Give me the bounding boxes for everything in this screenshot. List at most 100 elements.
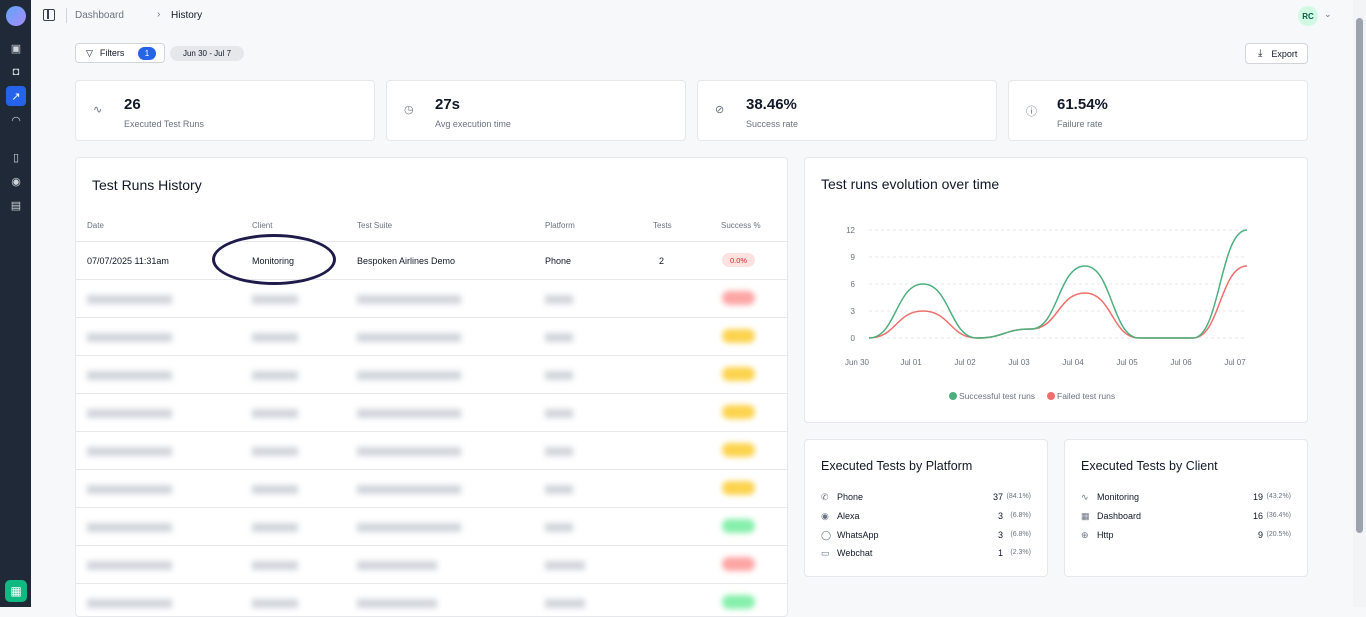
item-pct: (36.4%) <box>1266 512 1291 519</box>
blurred-cell <box>87 333 172 342</box>
blurred-cell <box>357 371 461 380</box>
download-icon: ⤓ <box>1258 48 1263 59</box>
blurred-cell <box>252 447 298 456</box>
breadcrumb-current: History <box>171 10 203 21</box>
blurred-cell <box>357 599 437 608</box>
blurred-pill <box>722 405 755 419</box>
table-row-blurred <box>76 355 787 393</box>
sidebar-item-locations[interactable]: ◉ <box>6 171 26 191</box>
column-client[interactable]: Client <box>252 221 273 230</box>
sidebar-item-feedback[interactable]: ▤ <box>6 195 26 215</box>
radio-icon: ◉ <box>821 511 829 521</box>
column-platform[interactable]: Platform <box>545 221 575 230</box>
x-tick-label: Jul 03 <box>1008 358 1030 367</box>
map-pin-icon: ◉ <box>11 175 21 188</box>
page-scrollbar[interactable] <box>1353 0 1366 607</box>
phone-icon: ✆ <box>821 492 829 502</box>
blurred-cell <box>545 333 573 342</box>
blurred-cell <box>252 561 298 570</box>
avatar[interactable]: RC <box>1298 6 1318 26</box>
y-tick-label: 6 <box>851 280 856 289</box>
x-tick-label: Jul 07 <box>1224 358 1246 367</box>
blurred-cell <box>545 295 573 304</box>
column-date[interactable]: Date <box>87 221 104 230</box>
blurred-cell <box>545 409 573 418</box>
table-row[interactable]: 07/07/2025 11:31am Monitoring Bespoken A… <box>76 241 787 279</box>
stat-value: 27s <box>435 96 461 113</box>
legend-marker <box>949 392 957 400</box>
column-tests[interactable]: Tests <box>653 221 672 230</box>
stat-card-runs: ∿ 26 Executed Test Runs <box>75 80 375 141</box>
blurred-pill <box>722 291 755 305</box>
stat-label: Executed Test Runs <box>124 119 204 129</box>
sidebar-item-monitoring[interactable]: ◠ <box>6 110 26 130</box>
blurred-cell <box>545 523 573 532</box>
blurred-cell <box>357 523 461 532</box>
item-name: Alexa <box>837 511 860 521</box>
terminal-icon: ▣ <box>10 42 22 55</box>
item-name: Dashboard <box>1097 511 1142 521</box>
export-button[interactable]: ⤓ Export <box>1245 43 1308 64</box>
stat-card-success-rate: ⊘ 38.46% Success rate <box>697 80 997 141</box>
platform-card: Executed Tests by Platform ✆ Phone 37 (8… <box>804 439 1048 577</box>
filter-icon: ▽ <box>86 47 93 58</box>
sidebar-item-tests[interactable]: ▣ <box>6 38 26 58</box>
breadcrumb-dashboard[interactable]: Dashboard <box>75 10 124 21</box>
item-pct: (6.8%) <box>1010 531 1031 538</box>
blurred-cell <box>87 599 172 608</box>
series-line <box>868 265 1248 339</box>
scrollbar-thumb[interactable] <box>1356 18 1363 533</box>
message-icon: ▤ <box>10 199 22 212</box>
activity-icon: ∿ <box>93 104 103 116</box>
table-row-blurred <box>76 469 787 507</box>
blurred-pill <box>722 595 755 609</box>
divider <box>66 8 67 23</box>
sidebar-item-history[interactable]: ↗ <box>6 86 26 106</box>
grid-icon: ▦ <box>1081 511 1090 521</box>
sidebar-item-bots[interactable]: ◘ <box>6 62 26 82</box>
chevron-down-icon[interactable]: ⌄ <box>1324 9 1332 19</box>
y-tick-label: 12 <box>846 226 855 235</box>
legend-label: Failed test runs <box>1057 391 1115 401</box>
blurred-pill <box>722 519 755 533</box>
blurred-cell <box>87 371 172 380</box>
item-count: 3 <box>997 511 1003 521</box>
row-success-badge: 0.0% <box>722 253 755 267</box>
blurred-cell <box>252 409 298 418</box>
column-test-suite[interactable]: Test Suite <box>357 221 393 230</box>
table-row-blurred <box>76 279 787 317</box>
column-success[interactable]: Success % <box>721 221 761 230</box>
sidebar-bottom-button[interactable]: ▦ <box>5 580 27 602</box>
app-logo[interactable] <box>6 6 26 26</box>
stat-value: 38.46% <box>746 96 797 113</box>
sidebar-item-docs[interactable]: ▯ <box>6 147 26 167</box>
blurred-pill <box>722 443 755 457</box>
item-count: 16 <box>1252 511 1263 521</box>
export-label: Export <box>1271 48 1298 59</box>
platform-title: Executed Tests by Platform <box>821 459 973 473</box>
blurred-cell <box>357 409 461 418</box>
test-runs-history-card: Test Runs History Date Client Test Suite… <box>75 157 788 617</box>
x-tick-label: Jul 01 <box>900 358 922 367</box>
book-icon: ▯ <box>12 151 20 164</box>
history-title: Test Runs History <box>92 177 202 193</box>
item-pct: (20.5%) <box>1266 531 1291 538</box>
filters-button[interactable]: ▽ Filters 1 <box>75 43 165 63</box>
clock-icon: ◷ <box>404 104 414 116</box>
y-tick-label: 0 <box>851 334 856 343</box>
table-row-blurred <box>76 507 787 545</box>
blurred-cell <box>545 371 573 380</box>
blurred-cell <box>357 295 461 304</box>
stat-label: Avg execution time <box>435 119 511 129</box>
sidebar-toggle-icon[interactable] <box>43 9 55 21</box>
blurred-cell <box>357 485 461 494</box>
blurred-cell <box>252 333 298 342</box>
blurred-cell <box>87 447 172 456</box>
blurred-cell <box>545 599 585 608</box>
date-range-chip[interactable]: Jun 30 - Jul 7 <box>170 46 244 61</box>
robot-icon: ◘ <box>12 66 20 78</box>
sidebar: ▣ ◘ ↗ ◠ ▯ ◉ ▤ ▦ <box>0 0 31 607</box>
y-tick-label: 3 <box>851 307 856 316</box>
chevron-right-icon: › <box>157 9 161 20</box>
gauge-icon: ◠ <box>11 114 21 127</box>
